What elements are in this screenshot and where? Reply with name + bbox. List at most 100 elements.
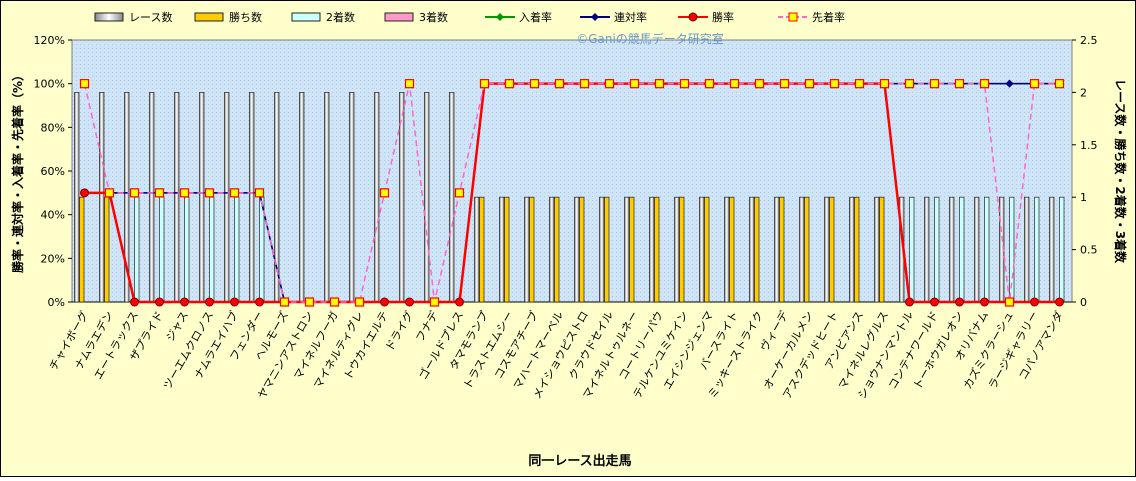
line-marker xyxy=(479,79,490,89)
line-marker xyxy=(1004,297,1015,307)
bar xyxy=(184,196,190,303)
bar xyxy=(799,196,805,303)
bar xyxy=(374,92,380,303)
bar xyxy=(779,196,785,303)
y2-tick-label: 2.5 xyxy=(1080,34,1098,47)
line-marker xyxy=(954,79,965,89)
legend-label: 入着率 xyxy=(519,10,552,24)
line-marker xyxy=(604,79,615,89)
y2-axis-title: レース数・勝ち数・2着数・3着数 xyxy=(1113,79,1128,264)
bar xyxy=(924,196,930,303)
line-marker xyxy=(904,79,915,89)
bar xyxy=(1059,196,1065,303)
bar xyxy=(934,196,940,303)
bar xyxy=(1049,196,1055,303)
legend-swatch xyxy=(194,12,224,22)
bar xyxy=(199,92,205,303)
line-marker xyxy=(204,188,215,198)
legend-marker xyxy=(496,13,504,21)
y-tick-label: 0% xyxy=(48,296,65,309)
bar xyxy=(124,92,130,303)
bar xyxy=(1024,196,1030,303)
watermark: ©Ganiの競馬データ研究室 xyxy=(576,31,724,46)
legend-label: 勝率 xyxy=(712,10,734,24)
legend-label: 勝ち数 xyxy=(229,10,262,24)
legend-swatch xyxy=(291,12,321,22)
bar xyxy=(754,196,760,303)
line-marker xyxy=(980,297,989,307)
bar xyxy=(874,196,880,303)
bar xyxy=(299,92,305,303)
line-marker xyxy=(130,297,139,307)
line-marker xyxy=(629,79,640,89)
y-tick-label: 20% xyxy=(41,252,65,265)
bar xyxy=(554,196,560,303)
legend-swatch xyxy=(94,12,124,22)
line-marker xyxy=(1005,79,1014,88)
bar xyxy=(524,196,530,303)
bar xyxy=(209,196,215,303)
line-marker xyxy=(1054,79,1065,89)
legend-label: 2着数 xyxy=(326,10,355,24)
bar xyxy=(959,196,965,303)
bar xyxy=(849,196,855,303)
x-axis-title: 同一レース出走馬 xyxy=(528,453,631,469)
bar xyxy=(699,196,705,303)
line-marker xyxy=(654,79,665,89)
bar xyxy=(149,92,155,303)
line-marker xyxy=(229,188,240,198)
bar xyxy=(629,196,635,303)
bar xyxy=(854,196,860,303)
legend-label: 連対率 xyxy=(614,10,647,24)
y2-tick-label: 2 xyxy=(1080,86,1087,99)
bar xyxy=(349,92,355,303)
bar xyxy=(324,92,330,303)
y-tick-label: 60% xyxy=(41,165,65,178)
bar xyxy=(829,196,835,303)
bar xyxy=(99,92,105,303)
line-marker xyxy=(154,188,165,198)
plot-area xyxy=(71,39,1073,303)
line-marker xyxy=(180,297,189,307)
line-marker xyxy=(429,297,440,307)
line-marker xyxy=(1055,297,1064,307)
bar xyxy=(579,196,585,303)
bar xyxy=(984,196,990,303)
bar xyxy=(824,196,830,303)
y2-tick-label: 0 xyxy=(1080,296,1087,309)
bar xyxy=(599,196,605,303)
line-marker xyxy=(454,188,465,198)
line-marker xyxy=(554,79,565,89)
line-marker xyxy=(704,79,715,89)
line-marker xyxy=(879,79,890,89)
bar xyxy=(79,196,85,303)
line-marker xyxy=(79,79,90,89)
line-marker xyxy=(804,79,815,89)
bar xyxy=(134,196,140,303)
legend-swatch xyxy=(384,12,414,22)
line-marker xyxy=(279,297,290,307)
bar xyxy=(159,196,165,303)
bar xyxy=(1034,196,1040,303)
legend-marker xyxy=(591,13,599,21)
y-tick-label: 40% xyxy=(41,209,65,222)
line-marker xyxy=(354,297,365,307)
line-marker xyxy=(379,188,390,198)
line-marker xyxy=(930,297,939,307)
bar xyxy=(804,196,810,303)
bar xyxy=(259,196,265,303)
line-marker xyxy=(779,79,790,89)
line-marker xyxy=(205,297,214,307)
line-marker xyxy=(254,188,265,198)
line-marker xyxy=(179,188,190,198)
line-marker xyxy=(80,188,89,198)
bar xyxy=(104,196,110,303)
y-tick-label: 100% xyxy=(34,78,65,91)
line-marker xyxy=(380,297,389,307)
bar xyxy=(749,196,755,303)
legend-marker xyxy=(688,12,698,22)
line-marker xyxy=(155,297,164,307)
legend-label: レース数 xyxy=(129,11,172,24)
bar xyxy=(74,92,80,303)
bar xyxy=(224,92,230,303)
